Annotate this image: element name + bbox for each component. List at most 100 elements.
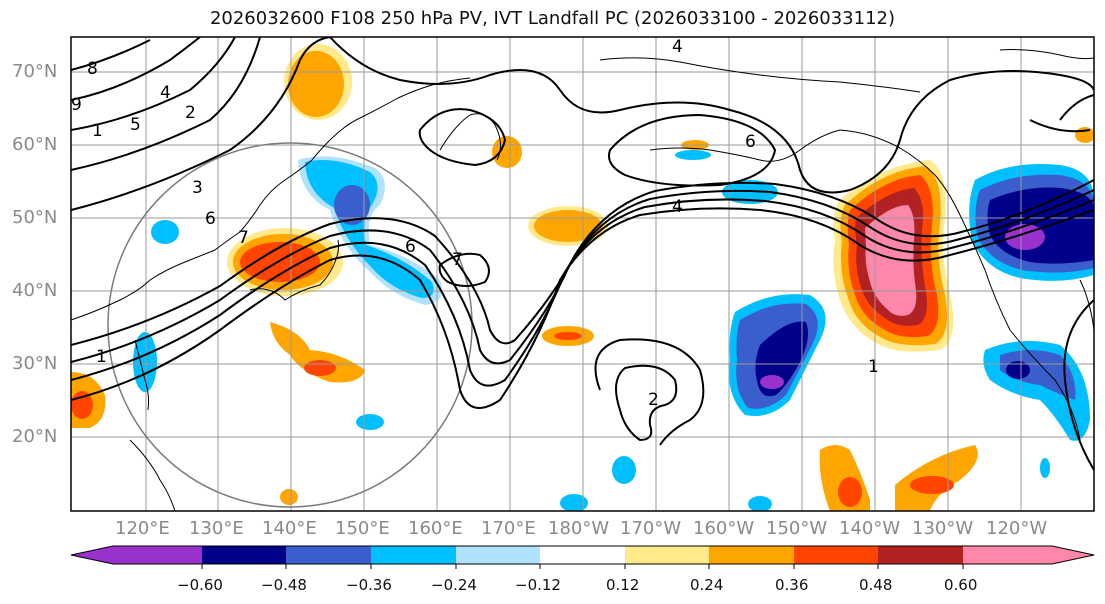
lon-label-120w: 120°W [986,518,1048,539]
fill-south-red-2 [910,476,954,494]
map-layers: 4 3 2 1 6 7 4 6 7 2 1 1 6 4 5 8 9 [71,37,1094,511]
colorbar-segment-11 [963,546,1052,564]
lat-label-30n: 30°N [12,353,58,374]
japan-coast [249,239,340,301]
fill-korea-cyan [151,220,179,244]
contour-label-17: 9 [71,95,82,115]
contour-18 [1063,299,1094,471]
colorbar-label-5: −0.12 [515,576,561,594]
colorbar-segment-4 [371,546,456,564]
fill-small-cyan-3 [560,494,588,511]
colorbar-outline [70,545,1095,565]
colorbar-label-1: −0.60 [177,576,223,594]
fill-subtrop-purple [760,375,784,389]
fill-okhotsk-orange [288,51,344,117]
colorbar-segment-10 [878,546,963,564]
fill-uswest-navy [1006,361,1030,379]
russia-coast [329,77,471,141]
contour-label-6: 7 [238,228,249,248]
fill-south-red-1 [838,477,862,507]
lon-label-170w: 170°W [620,518,682,539]
coastlines [71,49,1094,511]
contour-label-15: 5 [130,115,141,135]
contour-5 [71,39,151,71]
lon-label-160w: 160°W [693,518,755,539]
americas-coast [649,129,1081,441]
colorbar-segment-7 [625,546,709,564]
contour-label-13: 6 [405,237,416,257]
colorbar-label-9: 0.48 [859,576,893,594]
fill-small-orange-1 [280,489,298,505]
fill-small-cyan-1 [356,414,384,430]
search-radius-circle [107,142,473,508]
colorbar-segment-1 [113,546,202,564]
fill-small-orange-2 [1075,127,1094,143]
philippines-coast [129,439,176,511]
lon-label-120e: 120°E [115,518,170,539]
lon-label-150w: 150°W [766,518,828,539]
contour-6 [71,37,201,101]
fill-kamchatka-orange [492,136,522,168]
lat-label-60n: 60°N [12,134,58,155]
fill-small-cyan-4 [748,496,772,511]
lon-label-180w: 180°W [548,518,610,539]
pv-contours [71,37,1094,471]
colorbar-label-4: −0.24 [431,576,477,594]
contour-3 [71,189,1094,365]
contour-label-7: 4 [672,197,683,217]
contour-14 [615,364,678,442]
colorbar-segment-6 [540,546,625,564]
colorbar [70,545,1095,569]
fill-subtropical-orange [270,322,365,383]
contour-label-5: 6 [205,209,216,229]
contour-label-12: 1 [868,357,879,377]
contour-9 [71,37,331,211]
lat-label-50n: 50°N [12,207,58,228]
colorbar-ticks [201,564,964,569]
contour-label-11: 1 [96,347,107,367]
colorbar-label-10: 0.60 [944,576,978,594]
colorbar-extend-low [71,546,113,564]
contour-label-4: 1 [92,121,103,141]
contour-7 [71,37,236,131]
colorbar-segment-9 [794,546,878,564]
taiwan-coast [134,339,150,411]
contour-label-3: 2 [185,103,196,123]
contour-label-8: 6 [745,132,756,152]
colorbar-segment-3 [286,546,371,564]
fill-small-cyan-2 [612,456,636,484]
contour-labels: 4 3 2 1 6 7 4 6 7 2 1 1 6 4 5 8 9 [71,37,879,410]
fill-subtropical-red [304,360,336,376]
contour-label-9: 7 [452,250,463,270]
colorbar-segment-2 [202,546,286,564]
contour-8 [71,37,261,171]
colorbar-label-8: 0.36 [775,576,809,594]
fill-small-cyan-5 [1040,458,1050,478]
lon-label-140e: 140°E [262,518,317,539]
contour-16 [1059,94,1094,121]
contour-17 [1029,119,1091,133]
lon-label-130e: 130°E [189,518,244,539]
arctic-coast [599,57,921,93]
lat-label-20n: 20°N [12,426,58,447]
contour-label-1: 4 [160,83,171,103]
lon-label-140w: 140°W [839,518,901,539]
map-title: 2026032600 F108 250 hPa PV, IVT Landfall… [209,8,896,29]
colorbar-label-2: −0.48 [261,576,307,594]
contour-label-10: 2 [648,390,659,410]
fill-small-cyan-6 [675,150,711,160]
contour-12 [608,113,777,187]
asia-coast [71,139,331,321]
colorbar-segment-8 [709,546,794,564]
lon-label-160e: 160°E [408,518,463,539]
contour-13 [438,252,490,287]
lat-label-70n: 70°N [12,61,58,82]
fill-mid-red [554,332,582,340]
lon-label-130w: 130°W [912,518,974,539]
contour-label-2: 3 [192,178,203,198]
contour-2 [71,198,1094,387]
contour-label-14: 4 [672,37,683,57]
colorbar-segment-5 [456,546,540,564]
contour-15 [594,338,705,446]
lon-label-170e: 170°E [481,518,536,539]
